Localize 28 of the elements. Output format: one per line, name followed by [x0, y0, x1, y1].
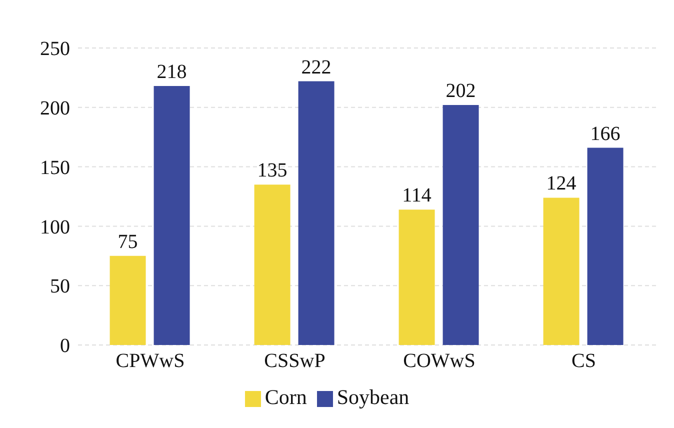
bar [442, 105, 479, 345]
y-tick-label: 0 [60, 335, 70, 358]
y-tick-label: 100 [40, 216, 70, 238]
y-tick-label: 200 [40, 98, 70, 120]
x-tick-label: CS [572, 350, 596, 372]
bar [587, 148, 624, 345]
data-label: 202 [446, 80, 476, 102]
bar [110, 256, 146, 345]
data-label: 114 [402, 184, 432, 207]
bar [298, 81, 334, 345]
bar [543, 198, 580, 345]
data-label: 135 [257, 160, 288, 182]
data-label: 166 [590, 122, 620, 145]
data-label: 75 [118, 230, 138, 253]
y-tick-label: 50 [50, 276, 70, 298]
legend-label: Corn [264, 385, 307, 409]
y-tick-label: 150 [40, 156, 70, 179]
x-tick-label: COWwS [403, 350, 476, 372]
bar [154, 86, 190, 345]
data-label: 124 [546, 172, 576, 195]
y-tick-label: 250 [40, 38, 70, 60]
bar [254, 184, 290, 345]
data-label: 222 [301, 56, 332, 78]
x-tick-label: CSSwP [264, 350, 326, 372]
x-tick-label: CPWwS [116, 350, 185, 372]
legend-label: Soybean [336, 385, 410, 409]
bar [398, 210, 435, 345]
data-label: 218 [156, 61, 187, 84]
